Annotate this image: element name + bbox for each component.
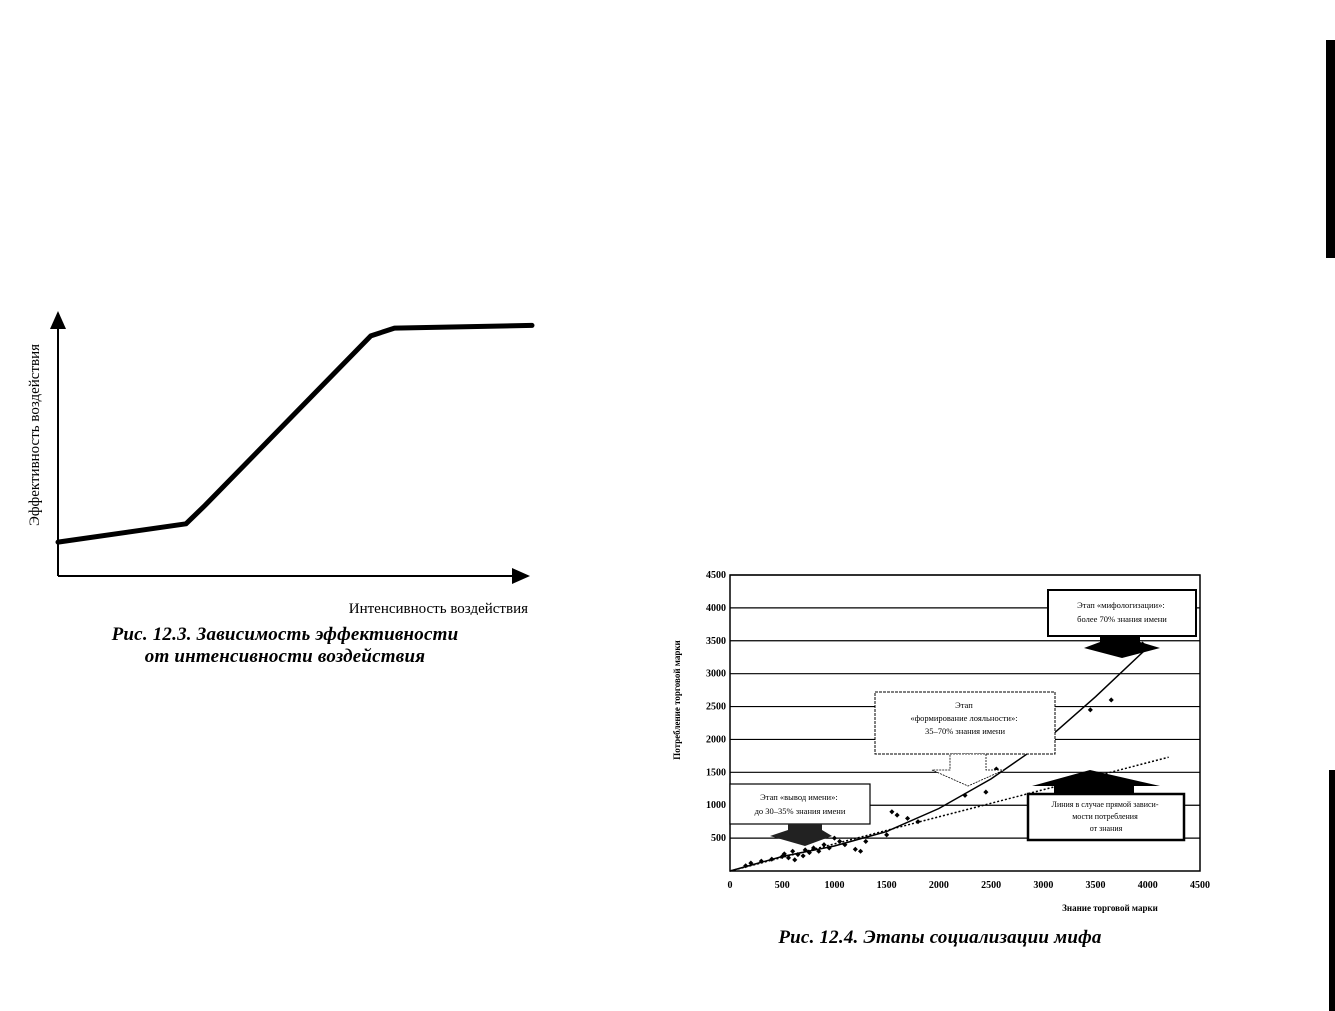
figure-1-caption: Рис. 12.3. Зависимость эффективности от … [60,624,510,668]
launch-stage-line2: до 30–35% знания имени [755,806,846,816]
data-point [852,846,858,852]
effectiveness-curve [55,322,535,545]
y-axis-label: Потребление торговой марки [672,640,682,759]
y-tick-label: 4000 [706,603,726,614]
page-edge-bar-bottom [1329,770,1335,1011]
data-point [816,848,822,854]
data-point [821,842,827,848]
x-tick-label: 500 [775,880,790,891]
y-tick-label: 4500 [706,570,726,581]
plot-area-border [729,574,1201,872]
x-tick-label: 2500 [981,880,1001,891]
x-tick-label: 4000 [1138,880,1158,891]
data-point [792,857,798,863]
direct-line-arrow [1032,770,1160,794]
y-tick-label: 2000 [706,734,726,745]
trend-curve [729,646,1149,872]
data-point [1108,697,1114,703]
annotation-launch-stage: Этап «вывод имени»: до 30–35% знания име… [729,783,871,846]
data-point [962,792,968,798]
loyalty-stage-line3: 35–70% знания имени [925,726,1006,736]
data-point [915,819,921,825]
loyalty-stage-arrow [931,753,1005,787]
data-point [858,848,864,854]
svg-text:Этап «мифологизации»: бо: Этап «мифологизации»: более 70% знания и… [1077,600,1167,624]
page-edge-bar-top [1326,40,1335,258]
data-point [1087,707,1093,713]
y-tick-label: 1000 [706,800,726,811]
launch-stage-arrow [770,824,832,846]
effectiveness-chart: Эффективность воздействия Интенсивность … [27,311,535,615]
y-axis-label: Эффективность воздействия [27,344,43,526]
x-tick-label: 3000 [1033,880,1053,891]
x-axis-label: Интенсивность воздействия [349,601,528,615]
svg-text:Линия в случае прямой зависи-: Линия в случае прямой зависи- мости потр… [1052,800,1161,833]
y-tick-label: 500 [711,833,726,844]
data-point [894,812,900,818]
x-tick-label: 2000 [929,880,949,891]
launch-stage-line1: Этап «вывод имени»: [760,792,838,802]
data-point [983,789,989,795]
data-points [743,641,1146,869]
loyalty-stage-line2: «формирование лояльности»: [910,713,1017,723]
x-axis-label: Знание торговой марки [1062,903,1158,913]
figure-1-caption-line2: от интенсивности воздействия [144,646,426,667]
annotation-myth-stage: Этап «мифологизации»: более 70% знания и… [1047,589,1197,658]
direct-line-text2: мости потребления [1072,812,1138,821]
x-tick-label: 3500 [1086,880,1106,891]
data-point [800,853,806,859]
myth-socialization-chart: 500 1000 1500 2000 2500 3000 3500 4000 4500 0 500… [672,570,1211,913]
x-tick-label: 1500 [877,880,897,891]
x-tick-label: 4500 [1190,880,1210,891]
direct-line-text1: Линия в случае прямой зависи- [1052,800,1159,809]
data-point [831,835,837,841]
y-tick-labels: 500 1000 1500 2000 2500 3000 3500 4000 4500 [706,570,726,844]
data-point [889,809,895,815]
loyalty-stage-line1: Этап [955,700,973,710]
myth-stage-line2: более 70% знания имени [1077,614,1167,624]
data-point [884,832,890,838]
figure-2-caption: Рис. 12.4. Этапы социализации мифа [778,927,1102,948]
x-tick-labels: 0 500 1000 1500 2000 2500 3000 3500 4000 4500 [728,880,1211,891]
y-tick-label: 3500 [706,636,726,647]
myth-stage-line1: Этап «мифологизации»: [1077,600,1165,610]
annotation-direct-line: Линия в случае прямой зависи- мости потр… [1026,770,1186,842]
direct-line-text3: от знания [1090,824,1123,833]
annotation-loyalty-stage: Этап «формирование лояльности»: 35–70% з… [874,691,1056,787]
x-tick-label: 0 [728,880,733,891]
data-point [790,848,796,854]
svg-text:Этап «формирование лояль: Этап «формирование лояльности»: 35–70% з… [910,700,1019,736]
y-tick-label: 1500 [706,767,726,778]
x-tick-label: 1000 [824,880,844,891]
figure-1-caption-line1: Рис. 12.3. Зависимость эффективности [111,624,459,645]
y-tick-label: 3000 [706,669,726,680]
data-point [863,838,869,844]
svg-text:Этап «вывод имени»: до 3: Этап «вывод имени»: до 30–35% знания име… [755,792,846,816]
myth-stage-arrow [1084,637,1160,658]
data-point [905,815,911,821]
y-tick-label: 2500 [706,702,726,713]
data-point [837,838,843,844]
